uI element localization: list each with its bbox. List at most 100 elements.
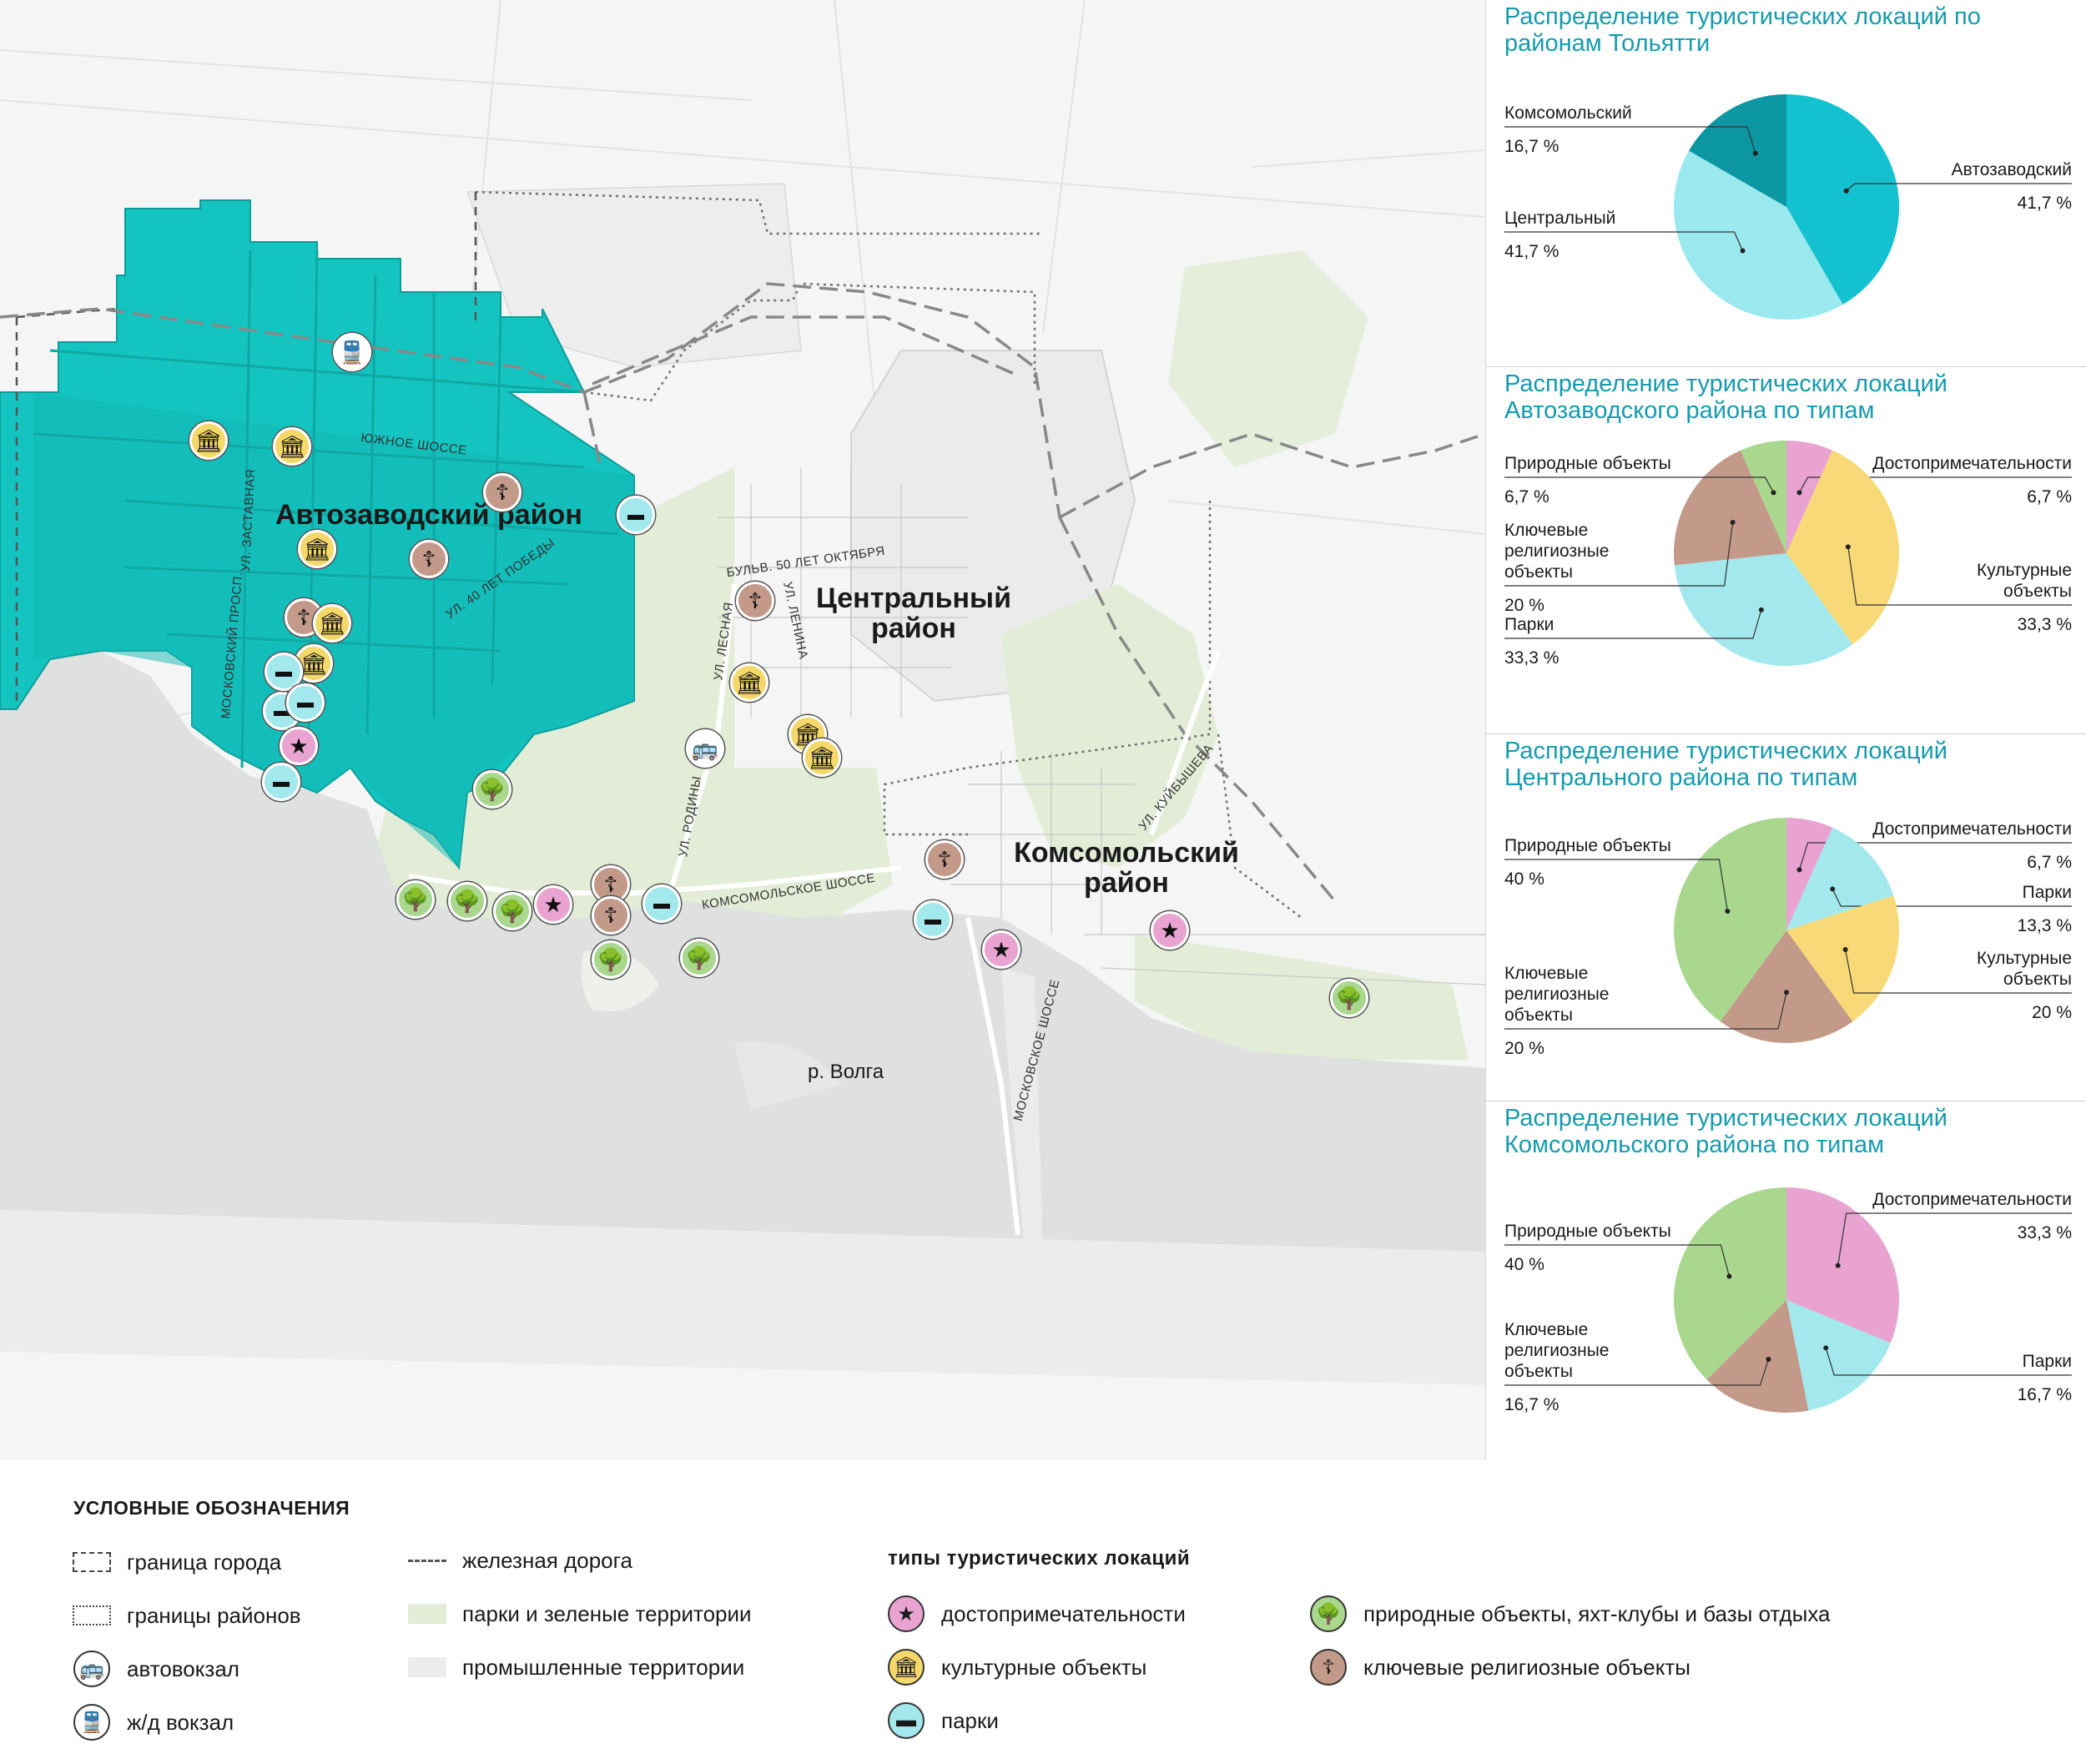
legend-item-railway: железная дорога xyxy=(407,1540,632,1580)
slice-label: религиозные xyxy=(1504,1341,1609,1360)
museum-icon[interactable]: 🏛 xyxy=(298,530,336,568)
leader-line xyxy=(1504,859,1728,912)
tree-icon[interactable]: 🌳 xyxy=(680,939,718,977)
bench-icon[interactable]: ▬ xyxy=(286,683,325,722)
tree-icon[interactable]: 🌳 xyxy=(473,770,511,809)
leader-dot xyxy=(1730,520,1736,526)
slice-label: религиозные xyxy=(1504,985,1609,1004)
charts-panel: Распределение туристических локаций по р… xyxy=(1485,0,2086,1460)
church-icon[interactable]: ☦ xyxy=(483,473,522,512)
pie-chart: Достопримечательности 6,7 % Культурные объе… xyxy=(1504,441,2072,668)
church-icon[interactable]: ☦ xyxy=(925,840,964,879)
museum-icon[interactable]: 🏛 xyxy=(730,663,768,702)
slice-label: Комсомольский xyxy=(1504,103,1632,123)
bench-icon[interactable]: ▬ xyxy=(617,496,655,534)
slice-label: Автозаводский xyxy=(1952,160,2072,179)
tree-icon[interactable]: 🌳 xyxy=(1330,979,1368,1017)
pie-slice xyxy=(1674,1187,1786,1380)
leader-line xyxy=(1798,842,2072,870)
slice-label: религиозные xyxy=(1504,542,1609,561)
leader-line xyxy=(1798,476,2072,493)
slice-label: Парки xyxy=(2023,883,2072,902)
bench-icon[interactable]: ▬ xyxy=(914,900,952,939)
slice-label: Культурные xyxy=(1977,561,2072,580)
slice-value-label: 6,7 % xyxy=(1504,487,1549,507)
leader-dot xyxy=(1845,544,1851,550)
leader-dot xyxy=(1766,1357,1771,1363)
rail-icon: 🚆 xyxy=(73,1704,110,1741)
slice-value-label: 16,7 % xyxy=(1504,137,1559,156)
star-icon[interactable]: ★ xyxy=(534,885,572,924)
leader-line xyxy=(1504,126,1756,154)
bench-icon[interactable]: ▬ xyxy=(262,763,300,801)
slice-label: Центральный xyxy=(1504,209,1615,228)
district-label-central: Центральный район xyxy=(816,582,1011,644)
bench-icon[interactable]: ▬ xyxy=(642,885,681,923)
leader-dot xyxy=(1771,490,1776,496)
slice-label: Достопримечательности xyxy=(1872,819,2072,839)
slice-label: объекты xyxy=(2003,970,2072,989)
star-icon[interactable]: ★ xyxy=(1151,911,1189,950)
tree-icon[interactable]: 🌳 xyxy=(592,940,630,979)
legend-item-district-borders: границы районов xyxy=(72,1595,301,1635)
leader-dot xyxy=(1796,490,1802,496)
pie-slice xyxy=(1786,895,1899,1022)
tree-icon[interactable]: 🌳 xyxy=(493,892,532,930)
bus-icon[interactable]: 🚌 xyxy=(686,729,724,768)
chart-title: Распределение туристических локаций Цент… xyxy=(1504,738,1947,792)
museum-icon[interactable]: 🏛 xyxy=(313,604,351,643)
slice-value-label: 33,3 % xyxy=(1504,648,1559,668)
leader-dot xyxy=(1823,1345,1829,1351)
legend-item-religion: ☦ ключевые религиозные объекты xyxy=(1308,1647,1690,1687)
pie-slice xyxy=(1786,450,1899,645)
leader-dot xyxy=(1835,1263,1841,1268)
leader-line xyxy=(1504,522,1734,587)
slice-value-label: 16,7 % xyxy=(2018,1385,2072,1404)
star-icon[interactable]: ★ xyxy=(982,930,1020,969)
star-icon[interactable]: ★ xyxy=(280,727,318,765)
slice-value-label: 6,7 % xyxy=(2027,487,2072,507)
railway-line-icon xyxy=(408,1559,446,1562)
leader-dot xyxy=(1740,248,1746,254)
leader-dot xyxy=(1843,188,1849,194)
slice-label: Природные объекты xyxy=(1504,1222,1671,1241)
slice-label: объекты xyxy=(2003,582,2072,601)
leader-dot xyxy=(1726,1273,1732,1279)
slice-label: Культурные xyxy=(1977,949,2072,968)
tree-icon: 🌳 xyxy=(1310,1595,1347,1632)
leader-dot xyxy=(1725,909,1731,915)
slice-value-label: 20 % xyxy=(1504,1039,1544,1058)
slice-value-label: 40 % xyxy=(1504,869,1544,889)
rail-icon[interactable]: 🚆 xyxy=(333,333,371,371)
leader-line xyxy=(1504,231,1744,251)
tree-icon[interactable]: 🌳 xyxy=(448,882,486,920)
slice-value-label: 6,7 % xyxy=(2027,853,2072,872)
leader-line xyxy=(1504,476,1775,493)
river-label: р. Волга xyxy=(808,1061,884,1083)
museum-icon[interactable]: 🏛 xyxy=(189,421,228,460)
leader-line xyxy=(1504,609,1762,639)
church-icon[interactable]: ☦ xyxy=(736,582,774,620)
pie-slice xyxy=(1786,827,1894,930)
tree-icon[interactable]: 🌳 xyxy=(396,880,435,919)
chart-by-district: Распределение туристических локаций по р… xyxy=(1486,0,2086,367)
leader-dot xyxy=(1758,607,1764,612)
slice-label: Парки xyxy=(1504,615,1554,634)
chart-title: Распределение туристических локаций Авто… xyxy=(1504,370,1947,425)
legend-item-city-border: граница города xyxy=(72,1542,281,1582)
legend-item-sights: ★ достопримечательности xyxy=(886,1594,1186,1634)
dotted-box-icon xyxy=(73,1605,111,1625)
leader-line xyxy=(1504,1358,1770,1386)
legend-title: УСЛОВНЫЕ ОБОЗНАЧЕНИЯ xyxy=(73,1497,350,1519)
pie-chart: Достопримечательности 6,7 % Парки 13,3 % Кул… xyxy=(1504,818,2072,1058)
museum-icon[interactable]: 🏛 xyxy=(803,738,841,777)
pie-slice xyxy=(1706,1300,1809,1413)
leader-dot xyxy=(1784,990,1789,995)
church-icon[interactable]: ☦ xyxy=(592,896,630,935)
museum-icon[interactable]: 🏛 xyxy=(273,427,311,466)
pie-slice xyxy=(1740,441,1786,553)
pie-slice xyxy=(1674,150,1843,320)
city-map[interactable]: Автозаводский район Центральный район Ко… xyxy=(0,0,1485,1460)
church-icon[interactable]: ☦ xyxy=(410,540,448,578)
industrial-area-icon xyxy=(408,1657,446,1677)
